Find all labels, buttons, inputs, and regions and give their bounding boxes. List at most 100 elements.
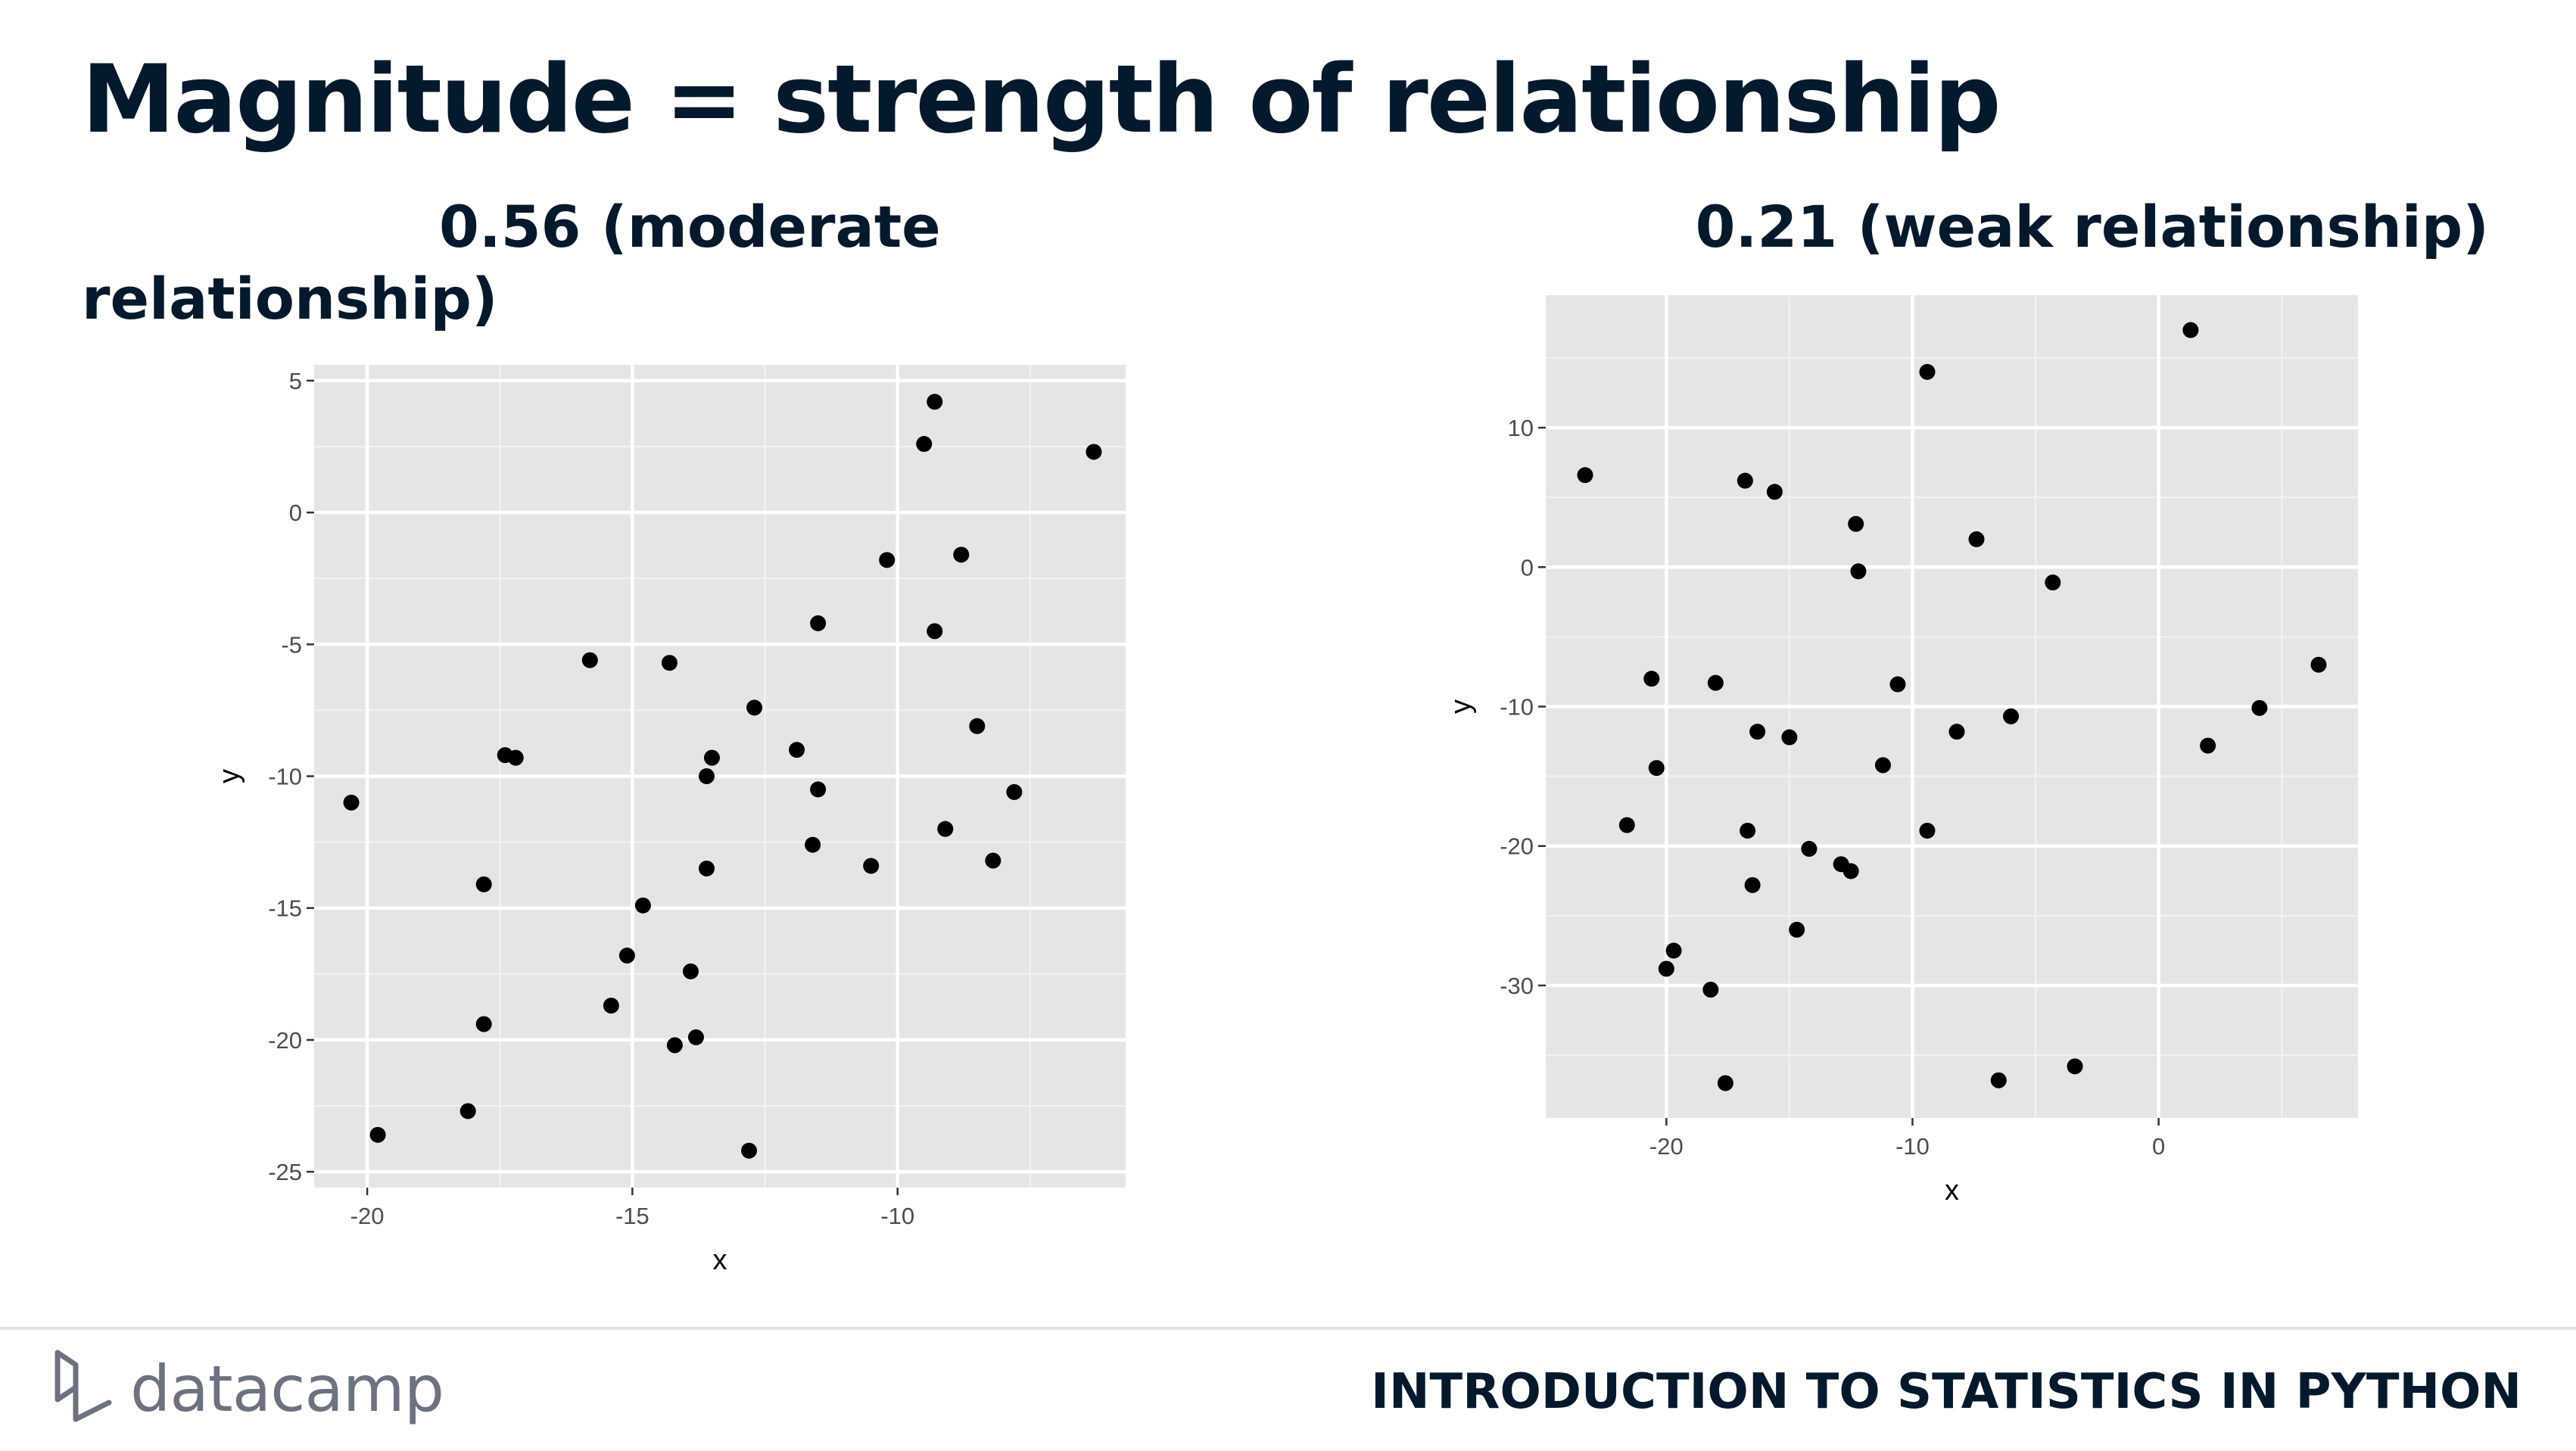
data-point — [937, 820, 954, 837]
data-point — [603, 998, 619, 1014]
left-chart-title-line2: relationship) — [82, 265, 498, 332]
data-point — [687, 1029, 704, 1045]
y-axis-label: y — [213, 769, 245, 783]
data-point — [1643, 671, 1660, 687]
x-tick-label: -20 — [1649, 1133, 1684, 1160]
data-point — [916, 436, 933, 453]
data-point — [810, 615, 827, 631]
data-point — [698, 860, 715, 877]
data-point — [969, 718, 986, 734]
x-axis-label: x — [1945, 1175, 1959, 1207]
datacamp-logo-text: datacamp — [130, 1352, 444, 1426]
data-point — [2045, 574, 2061, 591]
footer-divider — [0, 1327, 2576, 1330]
data-point — [927, 623, 943, 640]
data-point — [618, 947, 635, 964]
data-point — [475, 876, 492, 892]
x-axis-label: x — [713, 1244, 727, 1276]
data-point — [1801, 840, 1818, 857]
y-tick-label: -20 — [268, 1027, 302, 1054]
data-point — [953, 546, 970, 563]
y-tick-label: -10 — [1500, 694, 1534, 721]
data-point — [682, 963, 699, 979]
data-point — [2251, 699, 2268, 716]
y-tick-label: 0 — [289, 500, 302, 526]
data-point — [1006, 783, 1023, 800]
data-point — [1850, 563, 1867, 580]
data-point — [1990, 1072, 2007, 1088]
data-point — [927, 394, 943, 410]
data-point — [1658, 961, 1674, 977]
data-point — [369, 1126, 386, 1143]
x-tick-label: 0 — [2152, 1133, 2165, 1160]
data-point — [1848, 515, 1864, 532]
data-point — [459, 1103, 476, 1119]
data-point — [475, 1016, 492, 1032]
data-point — [1874, 757, 1891, 774]
x-tick-label: -15 — [615, 1203, 649, 1229]
y-tick-label: -20 — [1500, 833, 1534, 860]
right-chart-title: 0.21 (weak relationship) — [1695, 193, 2489, 260]
data-point — [879, 552, 896, 568]
data-point — [1842, 863, 1859, 880]
data-point — [863, 858, 880, 874]
data-point — [634, 897, 651, 914]
data-point — [810, 781, 827, 798]
data-point — [1919, 822, 1936, 839]
data-point — [1781, 729, 1798, 746]
y-tick-label: -5 — [281, 631, 302, 658]
y-axis-label: y — [1445, 699, 1477, 714]
data-point — [581, 652, 598, 668]
data-point — [1577, 467, 1593, 484]
data-point — [507, 749, 524, 766]
moderate-relationship-scatter: -20 -15 -10 5 0 -5 -10 -15 -20 -25 x y — [213, 365, 1126, 1276]
y-tick-label: -30 — [1500, 973, 1534, 999]
data-point — [1702, 982, 1719, 998]
data-point — [1618, 817, 1635, 833]
data-point — [1737, 472, 1753, 489]
data-point — [703, 749, 720, 766]
data-point — [1707, 674, 1724, 691]
data-point — [1086, 444, 1102, 460]
data-point — [1948, 724, 1965, 740]
data-point — [2067, 1058, 2083, 1075]
data-point — [789, 742, 805, 758]
data-point — [343, 794, 360, 811]
course-name: INTRODUCTION TO STATISTICS IN PYTHON — [1371, 1364, 2521, 1420]
y-tick-label: 10 — [1508, 415, 1534, 441]
data-point — [666, 1037, 683, 1054]
data-point — [1648, 760, 1665, 777]
weak-relationship-scatter: -20 -10 0 10 0 -10 -20 -30 x y — [1445, 295, 2358, 1207]
data-point — [1766, 484, 1783, 500]
datacamp-logo-icon — [53, 1350, 114, 1428]
data-point — [1744, 877, 1761, 893]
data-point — [1789, 921, 1805, 938]
data-point — [661, 655, 677, 671]
data-point — [1749, 724, 1766, 740]
y-tick-label: 0 — [1521, 554, 1534, 581]
y-tick-label: -25 — [268, 1159, 302, 1185]
y-tick-label: 5 — [289, 368, 302, 394]
y-tick-label: -10 — [268, 764, 302, 790]
x-tick-label: -20 — [350, 1203, 385, 1229]
data-point — [741, 1142, 758, 1159]
data-point — [1740, 822, 1756, 839]
data-point — [2310, 656, 2327, 673]
left-chart-title-line1: 0.56 (moderate — [439, 193, 941, 260]
x-tick-label: -10 — [880, 1203, 914, 1229]
data-point — [2200, 737, 2216, 754]
data-point — [2003, 708, 2020, 724]
y-tick-label: -15 — [268, 895, 302, 922]
datacamp-logo: datacamp — [53, 1350, 444, 1428]
data-point — [1968, 531, 1985, 547]
data-point — [746, 699, 763, 716]
data-point — [1665, 942, 1682, 959]
data-point — [1717, 1075, 1733, 1091]
x-tick-label: -10 — [1895, 1133, 1930, 1160]
data-point — [805, 836, 821, 853]
data-point — [985, 852, 1001, 869]
data-point — [698, 768, 715, 784]
data-point — [1889, 676, 1906, 693]
data-point — [2182, 322, 2199, 338]
slide-title: Magnitude = strength of relationship — [82, 45, 2001, 154]
